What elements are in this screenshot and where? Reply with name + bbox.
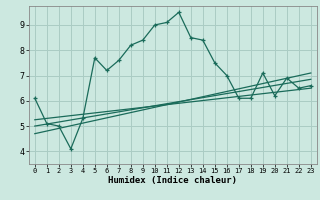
X-axis label: Humidex (Indice chaleur): Humidex (Indice chaleur)	[108, 176, 237, 185]
